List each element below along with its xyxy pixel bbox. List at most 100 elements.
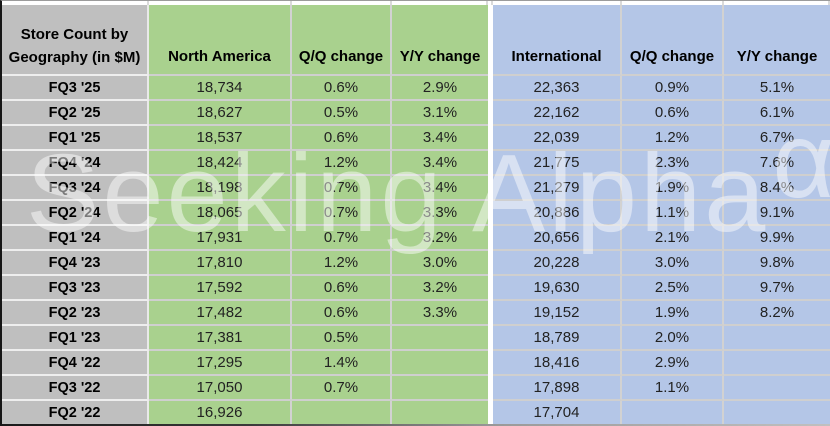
na-qq-change-cell: 1.2% [292,251,392,276]
quarter-label-cell: FQ4 '22 [2,351,149,376]
quarter-label-cell: FQ1 '24 [2,226,149,251]
quarter-label-cell: FQ2 '23 [2,301,149,326]
intl-yy-change-cell: 8.2% [724,301,830,326]
intl-qq-change-cell: 2.5% [622,276,724,301]
intl-yy-change-cell [724,401,830,426]
top-strip-cell [488,1,493,5]
na-yy-change-cell [392,326,488,351]
intl-qq-change-cell: 0.6% [622,101,724,126]
na-yy-change-cell: 3.0% [392,251,488,276]
intl-yy-change-cell: 8.4% [724,176,830,201]
north-america-value-cell: 18,734 [149,76,292,101]
na-qq-change-cell [292,401,392,426]
section-gap [488,326,493,351]
north-america-value-cell: 18,198 [149,176,292,201]
intl-qq-change-cell: 2.0% [622,326,724,351]
international-value-cell: 17,898 [493,376,622,401]
north-america-value-cell: 17,810 [149,251,292,276]
quarter-label-cell: FQ2 '24 [2,201,149,226]
intl-yy-change-cell [724,376,830,401]
intl-qq-change-cell [622,401,724,426]
north-america-value-cell: 18,537 [149,126,292,151]
section-gap [488,376,493,401]
na-yy-change-cell [392,351,488,376]
column-header-intl-qq-change: Q/Q change [622,5,724,76]
quarter-label-cell: FQ4 '23 [2,251,149,276]
column-header-intl-yy-change: Y/Y change [724,5,830,76]
na-qq-change-cell: 0.6% [292,76,392,101]
intl-yy-change-cell: 9.8% [724,251,830,276]
table-title-line1: Store Count by [20,26,129,43]
international-value-cell: 22,039 [493,126,622,151]
na-yy-change-cell: 3.3% [392,201,488,226]
na-qq-change-cell: 0.7% [292,226,392,251]
table-title-line2: Geography (in $M) [8,48,141,66]
intl-qq-change-cell: 1.9% [622,301,724,326]
column-header-na-yy-change: Y/Y change [392,5,488,76]
section-gap [488,276,493,301]
intl-yy-change-cell: 9.1% [724,201,830,226]
na-yy-change-cell: 3.4% [392,126,488,151]
na-yy-change-cell: 3.4% [392,151,488,176]
na-qq-change-cell: 0.7% [292,176,392,201]
na-qq-change-cell: 0.7% [292,201,392,226]
north-america-value-cell: 17,381 [149,326,292,351]
section-gap [488,226,493,251]
international-value-cell: 19,630 [493,276,622,301]
top-strip-cell [292,1,392,5]
intl-qq-change-cell: 1.1% [622,201,724,226]
na-yy-change-cell: 3.2% [392,276,488,301]
quarter-label-cell: FQ3 '25 [2,76,149,101]
intl-qq-change-cell: 2.9% [622,351,724,376]
quarter-label-cell: FQ3 '23 [2,276,149,301]
intl-qq-change-cell: 2.1% [622,226,724,251]
international-value-cell: 18,789 [493,326,622,351]
intl-yy-change-cell: 7.6% [724,151,830,176]
north-america-value-cell: 16,926 [149,401,292,426]
na-qq-change-cell: 1.2% [292,151,392,176]
top-strip-cell [2,1,149,5]
quarter-label-cell: FQ3 '22 [2,376,149,401]
intl-qq-change-cell: 0.9% [622,76,724,101]
table-title-cell: Store Count by Geography (in $M) [2,5,149,76]
quarter-label-cell: FQ1 '23 [2,326,149,351]
north-america-value-cell: 17,592 [149,276,292,301]
na-yy-change-cell: 3.2% [392,226,488,251]
section-gap [488,76,493,101]
quarter-label-cell: FQ4 '24 [2,151,149,176]
north-america-value-cell: 18,065 [149,201,292,226]
north-america-value-cell: 17,050 [149,376,292,401]
top-strip-cell [622,1,724,5]
section-gap [488,176,493,201]
na-yy-change-cell: 3.1% [392,101,488,126]
intl-yy-change-cell: 9.7% [724,276,830,301]
top-strip-cell [392,1,488,5]
section-gap [488,251,493,276]
intl-qq-change-cell: 2.3% [622,151,724,176]
intl-qq-change-cell: 1.2% [622,126,724,151]
intl-yy-change-cell: 6.7% [724,126,830,151]
north-america-value-cell: 17,931 [149,226,292,251]
intl-yy-change-cell: 6.1% [724,101,830,126]
top-strip-cell [724,1,830,5]
na-qq-change-cell: 0.5% [292,326,392,351]
section-gap [488,5,493,76]
international-value-cell: 22,363 [493,76,622,101]
top-strip-cell [149,1,292,5]
na-qq-change-cell: 0.7% [292,376,392,401]
top-strip-cell [493,1,622,5]
north-america-value-cell: 17,295 [149,351,292,376]
section-gap [488,401,493,426]
quarter-label-cell: FQ2 '25 [2,101,149,126]
section-gap [488,151,493,176]
north-america-value-cell: 18,627 [149,101,292,126]
north-america-value-cell: 17,482 [149,301,292,326]
north-america-value-cell: 18,424 [149,151,292,176]
na-yy-change-cell [392,376,488,401]
international-value-cell: 20,656 [493,226,622,251]
quarter-label-cell: FQ1 '25 [2,126,149,151]
column-header-international: International [493,5,622,76]
international-value-cell: 19,152 [493,301,622,326]
section-gap [488,301,493,326]
